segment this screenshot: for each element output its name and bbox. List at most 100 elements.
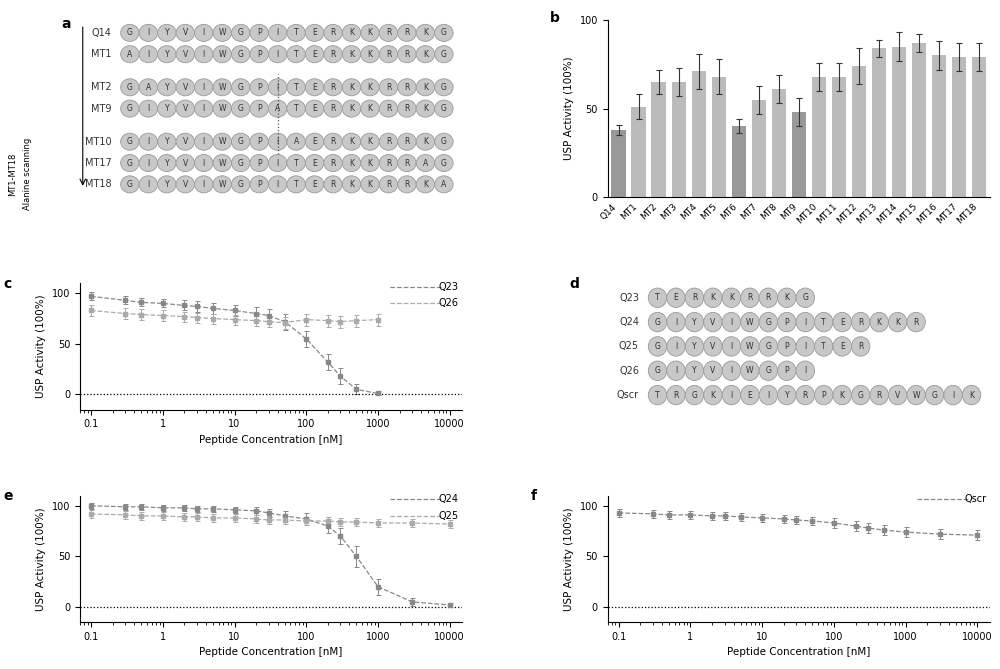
Ellipse shape [685, 385, 704, 405]
Text: Y: Y [692, 342, 697, 351]
Bar [952, 58, 966, 197]
Text: G: G [238, 50, 244, 59]
Text: MT18: MT18 [85, 179, 111, 189]
Ellipse shape [435, 45, 453, 63]
Ellipse shape [231, 133, 250, 151]
Ellipse shape [722, 385, 741, 405]
Text: d: d [569, 277, 579, 291]
Ellipse shape [287, 133, 305, 151]
Text: K: K [423, 104, 428, 113]
Text: Q24: Q24 [439, 494, 459, 504]
Text: I: I [203, 28, 205, 37]
Text: MT10: MT10 [85, 136, 111, 147]
Ellipse shape [268, 79, 287, 96]
Ellipse shape [268, 176, 287, 193]
X-axis label: Peptide Concentration [nM]: Peptide Concentration [nM] [199, 648, 343, 658]
Ellipse shape [925, 385, 944, 405]
Ellipse shape [778, 385, 796, 405]
Text: K: K [349, 50, 354, 59]
Ellipse shape [213, 79, 231, 96]
Text: A: A [293, 137, 299, 147]
Text: Alanine scanning: Alanine scanning [22, 138, 32, 210]
Text: Qscr: Qscr [617, 390, 639, 400]
Text: W: W [746, 318, 754, 326]
Ellipse shape [268, 155, 287, 171]
Ellipse shape [435, 79, 453, 96]
Ellipse shape [305, 155, 324, 171]
Bar [832, 77, 846, 197]
Ellipse shape [379, 100, 398, 117]
Text: Y: Y [165, 137, 169, 147]
Text: Q26: Q26 [439, 298, 459, 308]
Text: G: G [655, 366, 660, 375]
Text: I: I [203, 50, 205, 59]
Ellipse shape [416, 100, 435, 117]
Ellipse shape [121, 24, 139, 41]
Text: I: I [147, 50, 149, 59]
Ellipse shape [231, 79, 250, 96]
Ellipse shape [667, 385, 685, 405]
Text: I: I [767, 391, 769, 399]
Ellipse shape [139, 24, 158, 41]
Text: I: I [277, 137, 279, 147]
Bar [972, 58, 986, 197]
Text: P: P [785, 318, 789, 326]
Ellipse shape [667, 312, 685, 332]
Text: Y: Y [692, 366, 697, 375]
Text: K: K [349, 28, 354, 37]
Text: E: E [312, 159, 317, 167]
Text: G: G [238, 137, 244, 147]
Ellipse shape [870, 385, 888, 405]
Ellipse shape [888, 312, 907, 332]
Ellipse shape [305, 100, 324, 117]
Text: Y: Y [165, 28, 169, 37]
Bar [852, 66, 866, 197]
Ellipse shape [778, 288, 796, 308]
Ellipse shape [962, 385, 981, 405]
Ellipse shape [398, 100, 416, 117]
Ellipse shape [176, 79, 195, 96]
Text: G: G [858, 391, 864, 399]
Text: I: I [730, 366, 733, 375]
Ellipse shape [324, 176, 342, 193]
Text: I: I [277, 159, 279, 167]
Ellipse shape [361, 176, 379, 193]
Text: K: K [877, 318, 882, 326]
Ellipse shape [195, 79, 213, 96]
Text: G: G [692, 391, 697, 399]
Ellipse shape [250, 176, 268, 193]
Text: T: T [821, 318, 826, 326]
Text: V: V [710, 318, 716, 326]
Text: K: K [349, 180, 354, 189]
Bar [792, 112, 806, 197]
Text: I: I [203, 137, 205, 147]
Text: R: R [747, 293, 753, 302]
Ellipse shape [342, 176, 361, 193]
Text: G: G [127, 104, 133, 113]
Text: R: R [330, 180, 336, 189]
Ellipse shape [139, 155, 158, 171]
Text: P: P [257, 28, 261, 37]
Text: Qscr: Qscr [964, 494, 986, 504]
Text: K: K [367, 180, 372, 189]
Ellipse shape [361, 100, 379, 117]
Ellipse shape [158, 45, 176, 63]
Ellipse shape [759, 288, 778, 308]
Text: E: E [312, 28, 317, 37]
Text: K: K [367, 104, 372, 113]
Text: MT2: MT2 [91, 82, 111, 92]
Text: a: a [61, 17, 70, 31]
X-axis label: Peptide Concentration [nM]: Peptide Concentration [nM] [727, 648, 871, 658]
Y-axis label: USP Activity (100%): USP Activity (100%) [564, 57, 574, 161]
Ellipse shape [741, 385, 759, 405]
Text: I: I [203, 83, 205, 92]
Ellipse shape [158, 24, 176, 41]
Text: I: I [804, 342, 806, 351]
Text: K: K [349, 104, 354, 113]
Ellipse shape [121, 79, 139, 96]
Ellipse shape [741, 361, 759, 381]
Text: R: R [692, 293, 697, 302]
Text: b: b [550, 11, 560, 25]
Ellipse shape [741, 288, 759, 308]
Text: G: G [932, 391, 938, 399]
